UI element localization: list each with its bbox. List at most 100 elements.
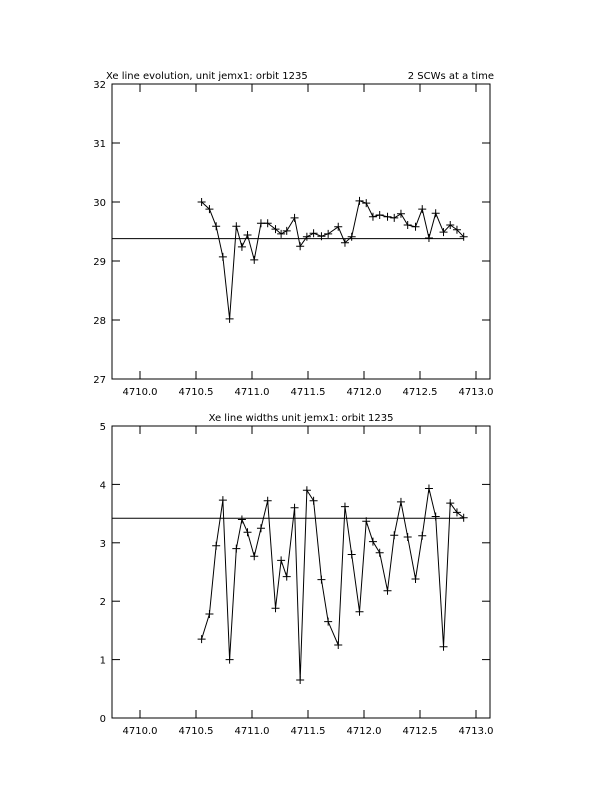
data-point [256, 219, 265, 228]
x-tick-label: 4712.0 [347, 387, 382, 398]
x-tick-label: 4712.5 [403, 387, 438, 398]
x-tick-label: 4710.0 [123, 387, 158, 398]
data-point [212, 541, 221, 550]
data-point [263, 496, 272, 505]
data-point [277, 556, 286, 565]
x-tick-label: 4713.0 [459, 387, 494, 398]
data-point [197, 198, 206, 206]
data-point [277, 229, 286, 238]
data-point [459, 232, 468, 241]
data-point [205, 205, 214, 214]
data-point [403, 221, 412, 230]
x-tick-label: 4713.0 [459, 726, 494, 737]
data-point [205, 610, 214, 619]
x-tick-label: 4712.5 [403, 726, 438, 737]
x-tick-label: 4710.0 [123, 726, 158, 737]
data-point [459, 513, 468, 522]
data-point [290, 503, 299, 512]
data-point [431, 209, 440, 218]
x-tick-label: 4710.5 [179, 726, 214, 737]
data-point [324, 617, 333, 626]
y-tick-label: 27 [93, 375, 106, 386]
data-point [411, 222, 420, 231]
data-point [282, 572, 291, 581]
data-point [302, 486, 311, 495]
data-point [347, 232, 356, 241]
data-point [347, 550, 356, 559]
data-point [296, 242, 305, 251]
data-point [340, 238, 349, 247]
y-tick-label: 31 [93, 139, 106, 150]
chart-subtitle: 2 SCWs at a time [408, 71, 494, 82]
y-tick-label: 28 [93, 316, 106, 327]
data-point [309, 496, 318, 505]
x-tick-label: 4711.0 [235, 726, 270, 737]
data-line [201, 200, 465, 319]
y-tick-label: 1 [100, 656, 106, 667]
y-tick-label: 0 [100, 714, 106, 725]
y-tick-label: 2 [100, 597, 106, 608]
data-point [271, 604, 280, 613]
data-point [317, 232, 326, 241]
data-point [411, 575, 420, 584]
data-point [340, 502, 349, 511]
data-point [424, 484, 433, 493]
data-point [212, 222, 221, 231]
x-tick-label: 4710.5 [179, 387, 214, 398]
y-tick-label: 4 [100, 480, 106, 491]
data-point [309, 229, 318, 238]
data-point [282, 226, 291, 235]
data-point [263, 219, 272, 228]
data-point [218, 252, 227, 261]
data-point [290, 213, 299, 222]
data-point [232, 222, 241, 231]
data-point [418, 531, 427, 540]
data-point [256, 524, 265, 533]
x-tick-label: 4712.0 [347, 726, 382, 737]
data-point [439, 642, 448, 651]
chart-title: Xe line evolution, unit jemx1: orbit 123… [106, 71, 308, 82]
x-tick-label: 4711.0 [235, 387, 270, 398]
data-point [375, 548, 384, 557]
data-point [375, 210, 384, 219]
data-point [232, 544, 241, 553]
data-point [390, 531, 399, 540]
data-point [334, 222, 343, 231]
data-point [334, 641, 343, 649]
data-point [396, 497, 405, 506]
data-point [250, 552, 259, 561]
y-tick-label: 30 [93, 198, 106, 209]
data-point [243, 528, 252, 537]
data-point [439, 228, 448, 237]
y-tick-label: 3 [100, 539, 106, 550]
data-point [218, 496, 227, 505]
data-line [201, 488, 464, 681]
data-point [250, 255, 259, 264]
data-point [383, 586, 392, 595]
data-point [243, 231, 252, 240]
data-point [452, 508, 461, 517]
data-point [296, 676, 305, 685]
data-point [237, 515, 246, 524]
x-tick-label: 4711.5 [291, 726, 326, 737]
data-point [446, 221, 455, 230]
x-tick-label: 4711.5 [291, 387, 326, 398]
plot-frame [111, 425, 491, 719]
chart-title: Xe line widths unit jemx1: orbit 1235 [209, 413, 394, 424]
data-point [431, 512, 440, 521]
data-point [383, 212, 392, 221]
data-point [197, 635, 206, 644]
data-point [424, 233, 433, 242]
data-point [225, 314, 234, 323]
data-point [368, 212, 377, 221]
data-point [446, 499, 455, 508]
data-point [271, 225, 280, 234]
data-point [403, 532, 412, 541]
data-point [355, 196, 364, 205]
y-tick-label: 29 [93, 257, 106, 268]
y-tick-label: 32 [93, 80, 106, 91]
data-point [317, 575, 326, 584]
data-point [418, 205, 427, 214]
data-point [355, 607, 364, 616]
data-point [390, 213, 399, 222]
